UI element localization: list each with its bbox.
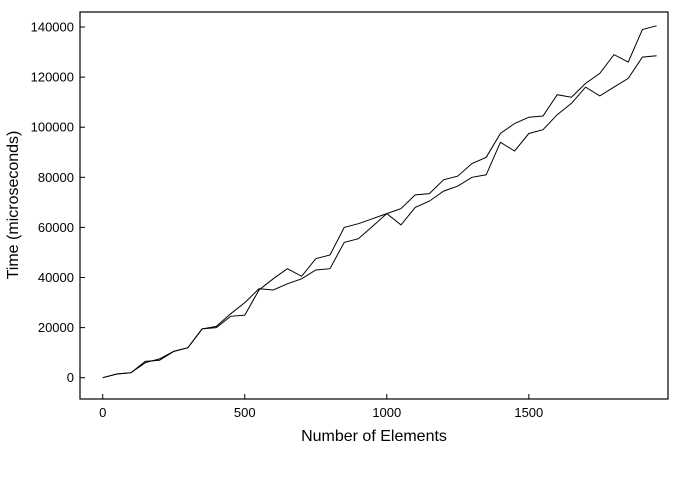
y-tick-label: 80000 <box>38 170 74 185</box>
y-tick-label: 100000 <box>31 120 74 135</box>
y-tick-label: 120000 <box>31 70 74 85</box>
series-line-1 <box>102 55 657 379</box>
series-line-2 <box>102 25 657 379</box>
y-tick-label: 40000 <box>38 270 74 285</box>
x-tick-label: 1000 <box>372 405 401 420</box>
y-tick-label: 60000 <box>38 220 74 235</box>
x-tick-label: 1500 <box>514 405 543 420</box>
y-axis-title: Time (microseconds) <box>5 131 22 280</box>
y-axis-ticks: 0 20000 40000 60000 80000 100000 120000 140000 <box>31 20 85 385</box>
y-tick-label: 0 <box>67 370 74 385</box>
x-tick-label: 0 <box>99 405 106 420</box>
series-lines <box>102 25 657 379</box>
y-tick-label: 20000 <box>38 320 74 335</box>
x-tick-label: 500 <box>234 405 256 420</box>
y-tick-label: 140000 <box>31 20 74 35</box>
x-axis-ticks: 0 500 1000 1500 <box>99 394 543 420</box>
plot-frame <box>79 11 669 400</box>
x-axis-title: Number of Elements <box>301 428 447 445</box>
